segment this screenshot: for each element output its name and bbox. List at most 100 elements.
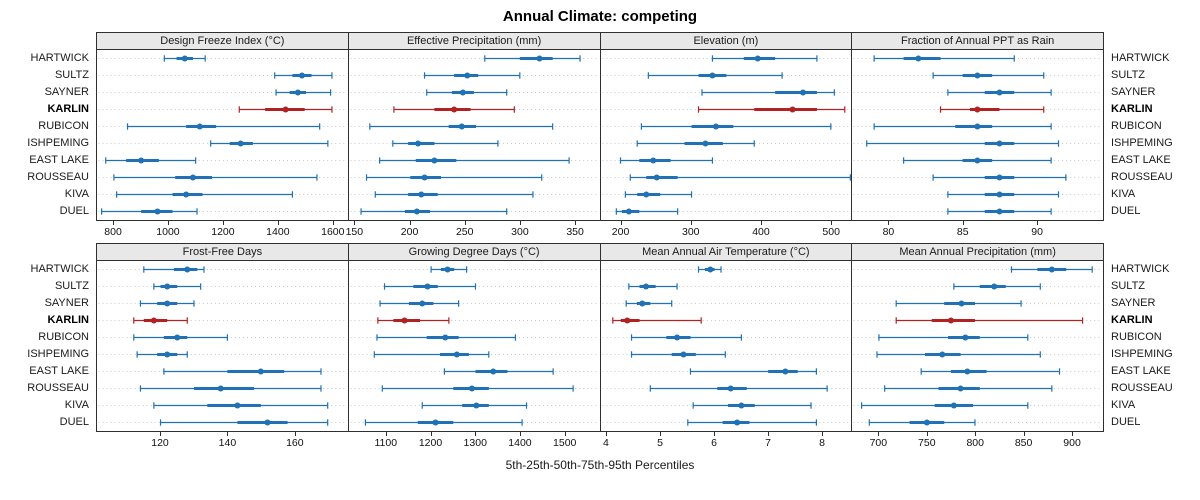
panel-box: Mean Annual Air Temperature (°C) <box>599 243 853 432</box>
percentile-row-karlin <box>940 106 1045 113</box>
axis-tick <box>888 221 890 225</box>
percentile-row-east-lake <box>903 157 1052 164</box>
site-label-ishpeming: ISHPEMING <box>1111 137 1173 149</box>
panel-plot <box>852 50 1103 220</box>
percentile-row-rousseau <box>932 174 1067 181</box>
axis-tick-label: 1100 <box>374 437 398 449</box>
percentile-row-ishpeming <box>210 140 329 147</box>
site-label-sayner: SAYNER <box>1111 86 1156 98</box>
percentile-row-duel <box>101 208 198 215</box>
axis-tick <box>385 432 387 436</box>
percentile-row-hartwick <box>163 55 206 62</box>
site-label-hartwick: HARTWICK <box>1111 263 1170 275</box>
percentile-row-sayner <box>275 89 332 96</box>
site-label-rubicon: RUBICON <box>1111 331 1162 343</box>
panel-canvas <box>602 55 851 215</box>
axis-tick-label: 1200 <box>418 437 443 449</box>
panel-strip-title: Mean Annual Precipitation (mm) <box>852 244 1103 261</box>
axis-tick-label: 140 <box>218 437 237 449</box>
axis-tick-label: 800 <box>966 437 984 449</box>
site-label-hartwick: HARTWICK <box>30 263 89 275</box>
panel-canvas <box>350 55 598 215</box>
axis-tick <box>430 432 432 436</box>
panel-strip-title: Fraction of Annual PPT as Rain <box>852 33 1103 50</box>
panel-strip-title: Design Freeze Index (°C) <box>97 33 348 50</box>
percentile-row-rousseau <box>365 174 543 181</box>
site-label-duel: DUEL <box>1111 205 1141 217</box>
x-axis-elevation-m: 200 300 400 500 <box>600 221 853 241</box>
percentile-row-hartwick <box>143 266 205 273</box>
panel-box: Frost-Free Days <box>96 243 349 432</box>
panel-strip-title: Elevation (m) <box>600 33 852 50</box>
percentile-row-east-lake <box>619 157 713 164</box>
panel-strip-title: Effective Precipitation (mm) <box>348 33 600 50</box>
axis-tick-label: 8 <box>819 437 825 449</box>
axis-tick-label: 80 <box>882 226 895 238</box>
percentile-row-kiva <box>421 402 527 409</box>
percentile-row-ishpeming <box>876 351 1042 358</box>
axis-tick-label: 700 <box>869 437 888 449</box>
site-labels-right: HARTWICK SULTZ SAYNER KARLIN RUBICON ISHPEMIN… <box>1104 243 1196 431</box>
percentile-row-rubicon <box>873 123 1052 130</box>
percentile-row-rubicon <box>878 334 1029 341</box>
axis-tick-label: 4 <box>603 437 609 449</box>
panel-plot <box>348 50 600 220</box>
percentile-row-rousseau <box>629 174 851 181</box>
axis-tick <box>1037 221 1039 225</box>
site-label-sayner: SAYNER <box>1111 297 1156 309</box>
x-axis-mean-annual-air-temperature-c: 4 5 6 7 8 <box>600 432 853 452</box>
site-label-karlin: KARLIN <box>47 314 89 326</box>
axis-tick <box>167 221 169 225</box>
percentile-row-ishpeming <box>630 351 726 358</box>
site-label-east-lake: EAST LAKE <box>1111 154 1171 166</box>
percentile-row-rubicon <box>630 334 742 341</box>
panel-plot <box>600 261 852 431</box>
percentile-row-rubicon <box>368 123 554 130</box>
axis-tick <box>760 221 762 225</box>
axis-tick <box>113 221 115 225</box>
percentile-row-ishpeming <box>866 140 1060 147</box>
site-label-rubicon: RUBICON <box>38 331 89 343</box>
percentile-row-hartwick <box>873 55 1016 62</box>
panel-canvas <box>853 266 1102 426</box>
axis-tick <box>409 221 411 225</box>
axis-tick-label: 1000 <box>156 226 180 238</box>
percentile-row-duel <box>615 208 678 215</box>
strip-spacer <box>4 32 96 50</box>
panel-plot <box>852 261 1103 431</box>
site-label-east-lake: EAST LAKE <box>29 365 89 377</box>
percentile-row-kiva <box>153 402 329 409</box>
panel-elevation-m: Elevation (m) 200 300 400 500 <box>599 32 853 241</box>
percentile-row-sultz <box>627 283 678 290</box>
axis-tick-label: 850 <box>1014 437 1033 449</box>
site-label-rubicon: RUBICON <box>38 120 89 132</box>
site-label-sultz: SULTZ <box>1111 280 1146 292</box>
axis-tick <box>831 221 833 225</box>
panel-box: Mean Annual Precipitation (mm) <box>851 243 1104 432</box>
strip-spacer <box>4 243 96 261</box>
site-label-karlin: KARLIN <box>47 103 89 115</box>
axis-tick <box>277 221 279 225</box>
panels-row-1: Frost-Free Days 120 140 160 Growing Degree D… <box>96 243 1104 452</box>
axis-tick-label: 300 <box>682 226 700 238</box>
axis-tick <box>354 221 356 225</box>
percentile-row-rousseau <box>113 174 318 181</box>
percentile-row-sayner <box>625 300 672 307</box>
axis-tick <box>519 221 521 225</box>
axis-tick <box>464 221 466 225</box>
site-label-hartwick: HARTWICK <box>1111 52 1170 64</box>
axis-tick-label: 300 <box>511 226 529 238</box>
axis-tick <box>659 432 661 436</box>
percentile-row-rousseau <box>139 385 322 392</box>
axis-tick <box>878 432 880 436</box>
x-axis-design-freeze-index-c: 800 1000 1200 1400 1600 <box>96 221 349 241</box>
site-label-east-lake: EAST LAKE <box>29 154 89 166</box>
site-labels-left: HARTWICK SULTZ SAYNER KARLIN RUBICON ISHPEMIN… <box>4 32 96 220</box>
percentile-row-sultz <box>383 283 476 290</box>
site-label-karlin: KARLIN <box>1111 314 1153 326</box>
axis-tick <box>690 221 692 225</box>
x-axis-effective-precipitation-mm: 150 200 250 300 350 <box>346 221 601 241</box>
axis-tick-label: 1400 <box>266 226 290 238</box>
axis-tick <box>962 221 964 225</box>
site-label-kiva: KIVA <box>64 399 89 411</box>
